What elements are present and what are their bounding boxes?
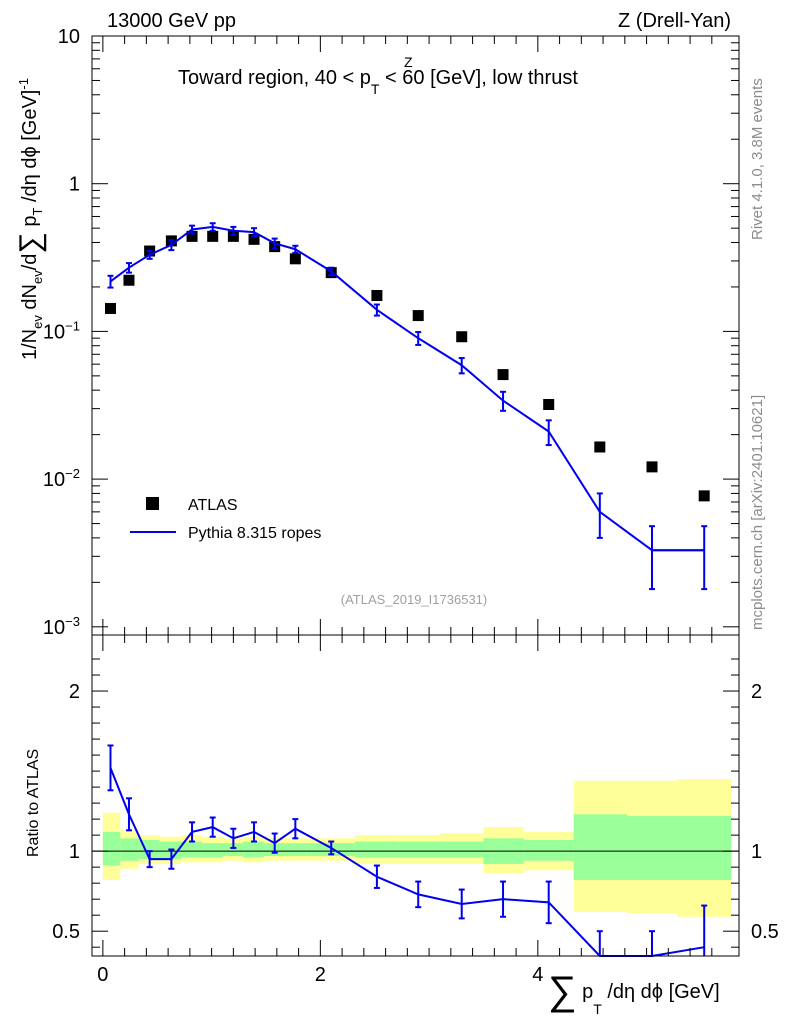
main-y-tick-label: 1 <box>69 174 80 196</box>
side-label-top-text: Rivet 4.1.0, 3.8M events <box>749 78 766 240</box>
atlas-data-point <box>543 398 555 410</box>
legend-data-label: ATLAS <box>188 497 238 514</box>
atlas-data-point <box>371 290 383 302</box>
main-ticks <box>92 35 739 635</box>
ratio-band-inner <box>439 841 484 858</box>
plot-title-sup: Z <box>404 54 413 70</box>
ratio-band-inner <box>677 815 732 880</box>
ratio-panel: 0.5 0.5 1 1 2 2 0 2 4 Ratio to ATLAS ∑ pT /dη d… <box>25 634 779 1017</box>
ratio-y-tick-label-right: 1 <box>751 841 762 863</box>
main-y-tick-label: 10−1 <box>43 318 80 343</box>
ratio-band-inner <box>120 838 139 861</box>
ratio-x-tick-labels: 0 2 4 <box>97 964 543 986</box>
legend-data-marker <box>146 497 159 510</box>
ratio-ticks <box>92 635 739 956</box>
plot-title-main: Toward region, 40 < p <box>178 67 371 89</box>
atlas-data-point <box>594 441 606 453</box>
analysis-id: (ATLAS_2019_I1736531) <box>341 592 487 607</box>
ratio-y-tick-label-right: 0.5 <box>751 921 779 943</box>
ratio-band-inner <box>573 814 627 880</box>
mc-curve-main <box>107 222 708 591</box>
ratio-y-tick-label-left: 1 <box>69 841 80 863</box>
atlas-data-point <box>412 310 424 322</box>
ratio-band-inner <box>626 815 678 880</box>
legend-mc-label: Pythia 8.315 ropes <box>188 525 321 542</box>
atlas-data-point <box>698 490 710 502</box>
side-label-bottom: mcplots.cern.ch [arXiv:2401.10621] <box>749 395 766 630</box>
atlas-data-points <box>104 230 710 502</box>
main-panel: 10 1 10−1 10−2 10−3 Toward region, 40 < pT <… <box>14 26 740 639</box>
ratio-band-inner <box>398 841 440 858</box>
x-axis-label: ∑ pT /dη dϕ [GeV] <box>548 969 720 1017</box>
atlas-data-point <box>207 230 219 242</box>
atlas-data-point <box>123 274 135 286</box>
ratio-y-axis-label: Ratio to ATLAS <box>25 749 42 857</box>
main-y-tick-label: 10 <box>58 26 80 48</box>
ratio-y-tick-label-right: 2 <box>751 681 762 703</box>
atlas-data-point <box>104 302 116 314</box>
atlas-data-point <box>227 230 239 242</box>
plot-title-rest: < 60 [GeV], low thrust <box>379 67 578 89</box>
ratio-band-inner <box>181 841 202 858</box>
ratio-y-tick-labels: 0.5 0.5 1 1 2 2 <box>52 681 779 943</box>
process-label: Z (Drell-Yan) <box>618 10 731 32</box>
ratio-frame <box>91 634 740 957</box>
side-label-top: Rivet 4.1.0, 3.8M events <box>749 78 766 240</box>
ratio-band-inner <box>201 843 223 858</box>
legend: ATLAS Pythia 8.315 ropes <box>130 497 321 542</box>
main-y-tick-label: 10−2 <box>43 466 80 491</box>
atlas-data-point <box>248 233 260 245</box>
main-y-axis-label: 1/Nev dNev/d∑ pT /dη dϕ [GeV]-1 <box>14 78 47 360</box>
ratio-x-tick-label: 2 <box>315 964 326 986</box>
atlas-data-point <box>497 369 509 381</box>
ratio-band-inner <box>243 841 264 858</box>
atlas-data-point <box>456 331 468 343</box>
ratio-band-inner <box>222 843 244 856</box>
side-label-bottom-text: mcplots.cern.ch [arXiv:2401.10621] <box>749 395 766 630</box>
ratio-band-inner <box>284 843 307 856</box>
ratio-band-inner <box>355 841 399 858</box>
plot-title: Toward region, 40 < pT < 60 [GeV], low t… <box>178 67 578 97</box>
ratio-uncertainty-bands <box>102 779 732 917</box>
energy-label: 13000 GeV pp <box>107 10 236 32</box>
ratio-x-tick-label: 4 <box>532 964 543 986</box>
ratio-y-axis-label-text: Ratio to ATLAS <box>25 749 42 857</box>
ratio-y-tick-label-left: 2 <box>69 681 80 703</box>
ratio-x-tick-label: 0 <box>97 964 108 986</box>
main-y-axis-label-text: 1/Nev dNev/d∑ pT /dη dϕ [GeV]-1 <box>14 78 47 360</box>
mc-curve-ratio <box>107 744 708 957</box>
atlas-data-point <box>289 253 301 265</box>
atlas-data-point <box>646 461 658 473</box>
main-y-tick-labels: 10 1 10−1 10−2 10−3 <box>43 26 80 639</box>
plot-title-sub: T <box>371 81 380 97</box>
ratio-band-inner <box>523 839 574 861</box>
ratio-y-tick-label-left: 0.5 <box>52 921 80 943</box>
ratio-band-inner <box>102 831 121 866</box>
atlas-data-point <box>186 230 198 242</box>
main-y-tick-label: 10−3 <box>43 614 80 639</box>
